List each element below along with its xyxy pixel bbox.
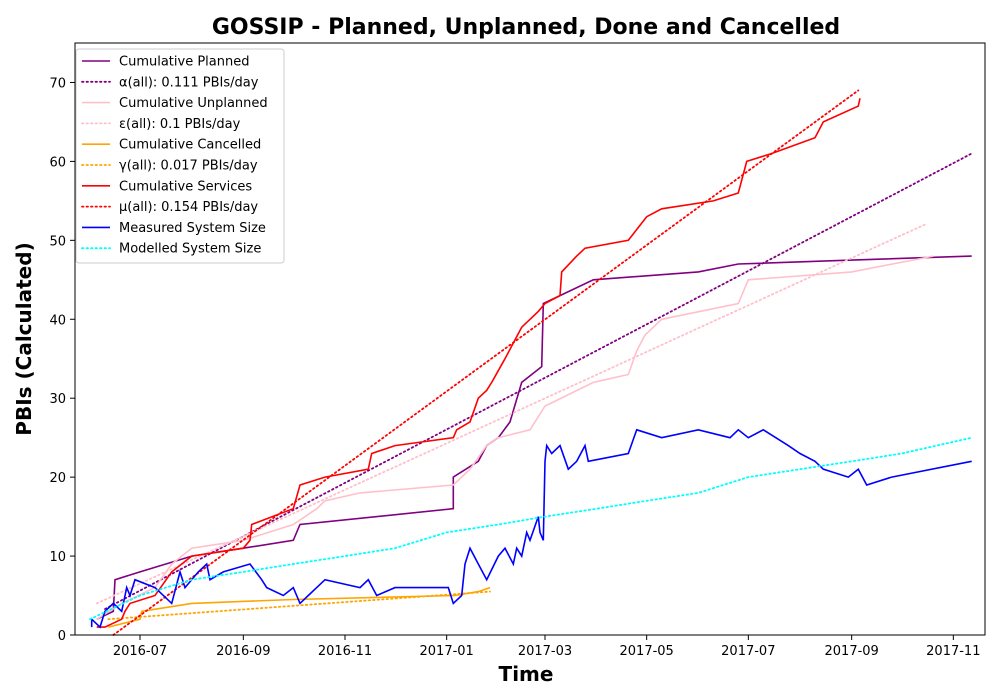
- y-tick-label: 40: [49, 313, 66, 328]
- legend-label: Cumulative Cancelled: [119, 138, 261, 153]
- series-line-all-0-1-pbis-day: [95, 223, 926, 605]
- x-tick-label: 2017-11: [926, 644, 980, 659]
- y-tick-label: 70: [49, 76, 66, 91]
- series-line-cumulative-planned: [96, 255, 972, 620]
- series-line-cumulative-cancelled: [108, 586, 491, 628]
- y-tick-label: 10: [49, 550, 66, 565]
- series-lines: [89, 89, 973, 636]
- series-line-modelled-system-size: [89, 436, 973, 621]
- chart-title: GOSSIP - Planned, Unplanned, Done and Ca…: [212, 15, 840, 40]
- x-tick-label: 2016-11: [318, 644, 372, 659]
- legend-label: α(all): 0.111 PBIs/day: [119, 75, 259, 90]
- legend-label: Modelled System Size: [119, 242, 261, 257]
- legend: Cumulative Planned α(all): 0.111 PBIs/day…: [75, 48, 285, 264]
- series-line-all-0-017-pbis-day: [107, 590, 491, 621]
- y-axis-label: PBIs (Calculated): [12, 242, 36, 435]
- y-tick-label: 50: [49, 234, 66, 249]
- y-tick-label: 20: [49, 471, 66, 486]
- legend-label: Cumulative Planned: [119, 55, 249, 70]
- x-tick-label: 2017-05: [620, 644, 674, 659]
- legend-label: Measured System Size: [119, 221, 266, 236]
- series-line-cumulative-services: [96, 98, 861, 628]
- x-tick-label: 2017-01: [420, 644, 474, 659]
- legend-label: Cumulative Unplanned: [119, 96, 268, 111]
- series-line-all-0-154-pbis-day: [112, 89, 860, 636]
- legend-label: Cumulative Services: [119, 179, 252, 194]
- series-line-measured-system-size: [90, 428, 972, 629]
- x-axis-label: Time: [499, 662, 554, 686]
- series-line-cumulative-unplanned: [96, 255, 934, 620]
- x-tick-label: 2017-09: [825, 644, 879, 659]
- plot-frame: [74, 42, 986, 636]
- y-tick-label: 30: [49, 392, 66, 407]
- x-tick-label: 2017-07: [721, 644, 775, 659]
- y-axis-ticks: 0 10 20 30 40 50 60 70: [49, 76, 75, 644]
- legend-label: ε(all): 0.1 PBIs/day: [119, 117, 241, 132]
- x-tick-label: 2016-09: [216, 644, 270, 659]
- x-axis-ticks: 2016-07 2016-09 2016-11 2017-01 2017-03 2017-…: [113, 635, 980, 659]
- legend-label: γ(all): 0.017 PBIs/day: [119, 159, 258, 174]
- x-tick-label: 2017-03: [518, 644, 572, 659]
- y-tick-label: 60: [49, 155, 66, 170]
- x-tick-label: 2016-07: [113, 644, 167, 659]
- legend-label: μ(all): 0.154 PBIs/day: [119, 200, 258, 215]
- legend-box: [75, 48, 285, 264]
- y-tick-label: 0: [58, 629, 66, 644]
